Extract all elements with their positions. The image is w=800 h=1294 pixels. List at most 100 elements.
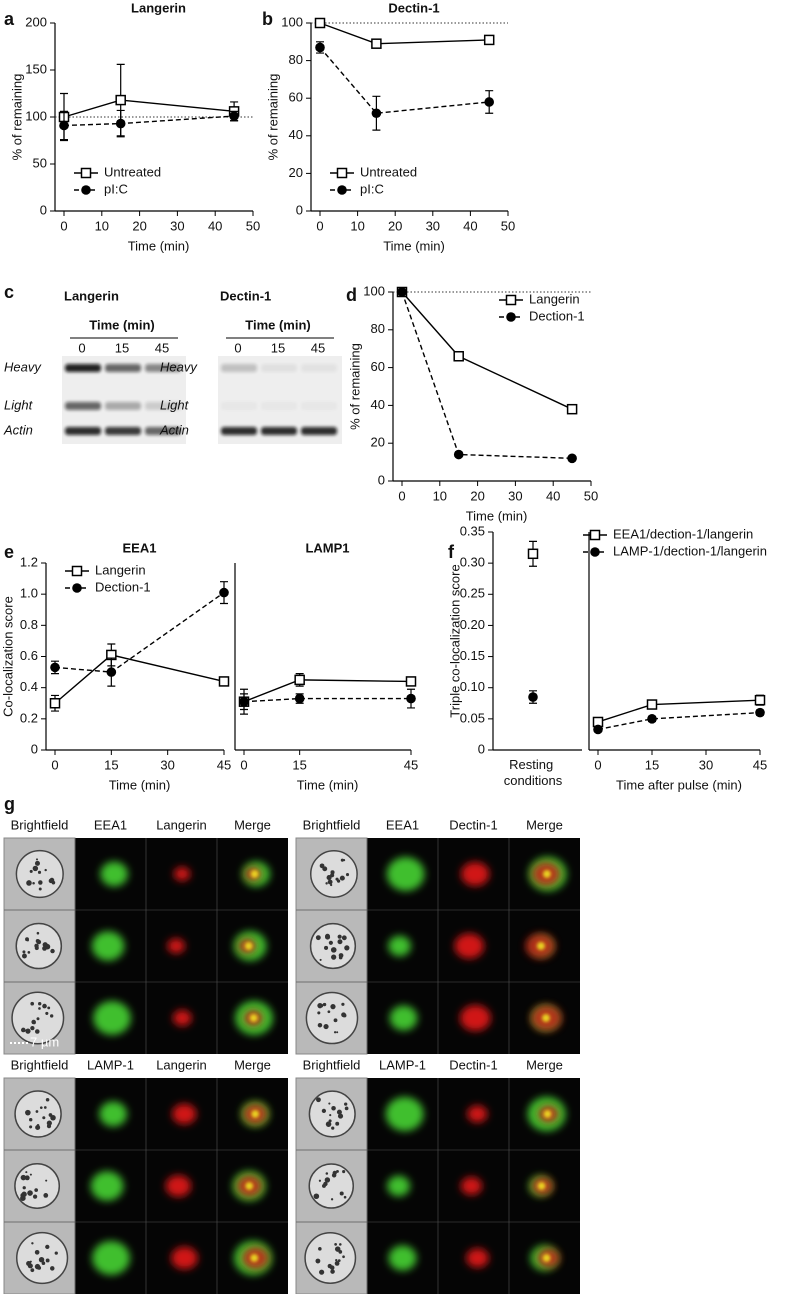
blot-band bbox=[261, 364, 297, 372]
brightfield-granule bbox=[35, 939, 40, 944]
x-tick-label: 15 bbox=[645, 757, 659, 772]
legend-marker bbox=[337, 185, 347, 195]
marker bbox=[315, 42, 325, 53]
brightfield-granule bbox=[324, 1177, 331, 1183]
blot-band bbox=[145, 402, 181, 410]
brightfield-granule bbox=[49, 1014, 54, 1018]
green-signal bbox=[91, 931, 125, 961]
brightfield-granule bbox=[45, 1258, 50, 1263]
brightfield-granule bbox=[50, 1266, 55, 1271]
brightfield-cell bbox=[15, 922, 63, 970]
brightfield-granule bbox=[316, 1097, 321, 1103]
y-tick-label: 60 bbox=[371, 359, 385, 374]
y-tick-label: 100 bbox=[363, 283, 385, 298]
marker bbox=[50, 662, 60, 673]
marker bbox=[229, 111, 239, 121]
brightfield-granule bbox=[317, 1022, 323, 1028]
brightfield-granule bbox=[318, 1179, 322, 1182]
legend-label: Untreated bbox=[104, 164, 161, 179]
y-tick-label: 0 bbox=[31, 741, 38, 756]
lane-label: 0 bbox=[78, 340, 85, 355]
marker bbox=[371, 38, 382, 49]
merge-overlap bbox=[543, 1110, 552, 1118]
brightfield-granule bbox=[339, 1191, 344, 1196]
brightfield-granule bbox=[34, 1029, 40, 1034]
red-signal bbox=[165, 1175, 192, 1197]
green-signal bbox=[93, 1001, 131, 1035]
brightfield-granule bbox=[36, 1017, 40, 1021]
red-signal bbox=[454, 933, 485, 959]
brightfield-granule bbox=[22, 1186, 26, 1190]
brightfield-granule bbox=[336, 1031, 339, 1034]
x-tick-label: 50 bbox=[501, 218, 515, 233]
marker bbox=[239, 696, 249, 707]
brightfield-granule bbox=[42, 946, 47, 951]
brightfield-granule bbox=[340, 858, 344, 862]
y-axis-label: % of remaining bbox=[9, 74, 24, 161]
brightfield-granule bbox=[325, 882, 328, 885]
merge-overlap bbox=[250, 1254, 259, 1262]
brightfield-granule bbox=[43, 1193, 49, 1198]
brightfield-granule bbox=[337, 1113, 344, 1119]
row-label: Light bbox=[4, 397, 34, 412]
brightfield-granule bbox=[342, 1170, 346, 1174]
y-tick-label: 0.30 bbox=[460, 555, 485, 570]
legend-marker bbox=[80, 167, 92, 179]
y-tick-label: 100 bbox=[25, 108, 47, 123]
panel-letter: b bbox=[262, 9, 273, 29]
green-signal bbox=[385, 1096, 424, 1132]
brightfield-cell bbox=[309, 850, 358, 898]
x-tick-label: Resting conditions bbox=[504, 757, 563, 788]
green-signal bbox=[90, 1171, 124, 1201]
brightfield-granule bbox=[327, 1263, 332, 1269]
x-tick-label: 50 bbox=[584, 488, 598, 503]
marker bbox=[294, 693, 305, 704]
micrograph-header: EEA1 bbox=[386, 817, 419, 832]
y-tick-label: 20 bbox=[289, 165, 303, 180]
y-axis-label: % of remaining bbox=[347, 343, 362, 430]
x-tick-label: 10 bbox=[95, 218, 109, 233]
blot-band bbox=[145, 427, 181, 435]
merge-overlap bbox=[249, 1014, 258, 1022]
brightfield-granule bbox=[331, 1126, 335, 1130]
y-tick-label: 1.0 bbox=[20, 586, 38, 601]
brightfield-granule bbox=[331, 954, 337, 960]
brightfield-granule bbox=[337, 934, 342, 939]
lane-label: 0 bbox=[234, 340, 241, 355]
brightfield-granule bbox=[20, 1195, 26, 1201]
brightfield-granule bbox=[337, 939, 343, 945]
marker bbox=[453, 351, 464, 362]
x-tick-label: 20 bbox=[388, 218, 402, 233]
micrograph-header: LAMP-1 bbox=[87, 1057, 134, 1072]
brightfield-granule bbox=[30, 1268, 35, 1273]
blot-band bbox=[145, 364, 181, 372]
green-signal bbox=[100, 861, 128, 887]
blot-time-label: Time (min) bbox=[245, 317, 311, 332]
x-tick-label: 0 bbox=[316, 218, 323, 233]
brightfield-granule bbox=[328, 1102, 331, 1105]
brightfield-granule bbox=[36, 1124, 40, 1127]
y-tick-label: 100 bbox=[281, 14, 303, 29]
brightfield-granule bbox=[34, 1249, 40, 1255]
brightfield-granule bbox=[337, 1259, 341, 1263]
marker bbox=[483, 34, 495, 46]
brightfield-cell bbox=[304, 1232, 357, 1284]
brightfield-granule bbox=[47, 1006, 51, 1010]
brightfield-granule bbox=[29, 1125, 33, 1129]
brightfield-granule bbox=[327, 1010, 331, 1014]
brightfield-granule bbox=[328, 940, 333, 945]
chart-title: LAMP1 bbox=[305, 540, 349, 555]
brightfield-granule bbox=[44, 868, 47, 872]
series-line bbox=[54, 654, 225, 704]
x-axis-label: Time (min) bbox=[109, 777, 171, 792]
brightfield-granule bbox=[330, 1004, 336, 1010]
merge-overlap bbox=[244, 942, 253, 950]
brightfield-granule bbox=[329, 1114, 332, 1117]
brightfield-granule bbox=[319, 958, 322, 961]
y-tick-label: 80 bbox=[289, 52, 303, 67]
y-tick-label: 0.10 bbox=[460, 679, 485, 694]
micrograph-header: Brightfield bbox=[303, 817, 361, 832]
marker bbox=[115, 118, 126, 129]
row-label: Heavy bbox=[4, 359, 42, 374]
